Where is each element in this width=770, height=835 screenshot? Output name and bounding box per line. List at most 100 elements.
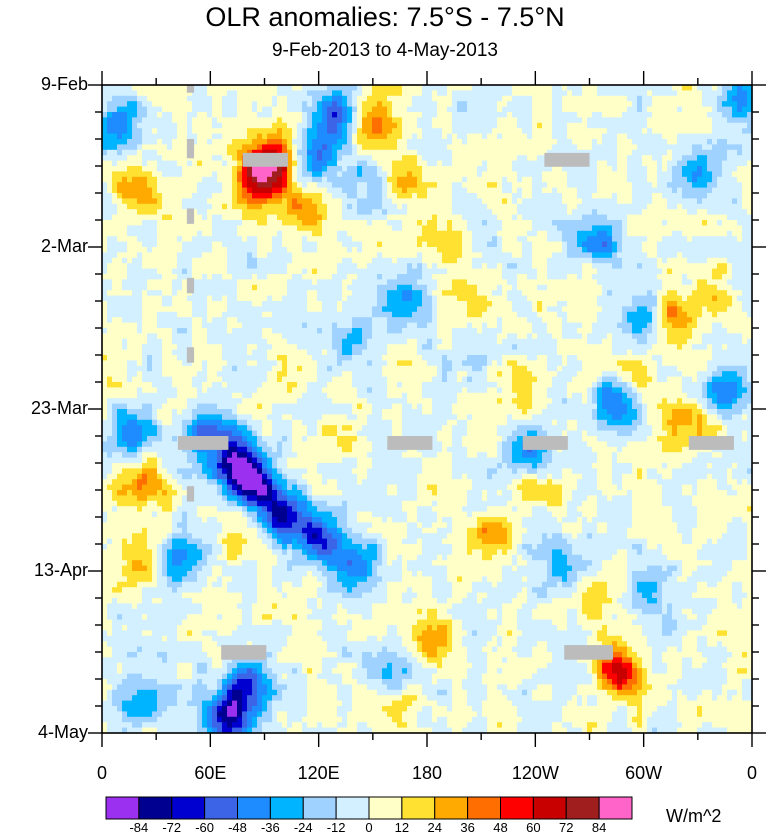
field-cell	[262, 182, 268, 189]
field-cell	[482, 198, 488, 205]
field-cell	[582, 85, 588, 91]
field-cell	[702, 160, 708, 167]
field-cell	[262, 166, 268, 172]
field-cell	[302, 247, 308, 253]
field-cell	[462, 166, 468, 172]
field-cell	[357, 166, 363, 172]
field-cell	[727, 106, 733, 113]
field-cell	[572, 139, 578, 145]
field-cell	[147, 230, 153, 237]
field-cell	[157, 139, 163, 145]
field-cell	[292, 279, 298, 286]
field-cell	[512, 252, 518, 259]
field-cell	[472, 171, 478, 178]
field-cell	[297, 284, 303, 291]
field-cell	[627, 182, 633, 189]
field-cell	[632, 257, 638, 264]
field-cell	[677, 155, 683, 162]
field-cell	[417, 155, 423, 162]
field-cell	[402, 171, 408, 178]
field-cell	[197, 274, 203, 280]
field-cell	[542, 241, 548, 248]
field-cell	[697, 252, 703, 259]
field-cell	[242, 209, 248, 216]
field-cell	[217, 139, 223, 145]
field-cell	[587, 122, 593, 129]
field-cell	[207, 139, 213, 145]
field-cell	[322, 252, 328, 259]
field-cell	[607, 225, 613, 232]
field-cell	[662, 225, 668, 232]
field-cell	[482, 139, 488, 145]
field-cell	[557, 241, 563, 248]
field-cell	[102, 198, 108, 205]
field-cell	[627, 149, 633, 156]
field-cell	[287, 160, 293, 167]
field-cell	[112, 290, 118, 297]
field-cell	[657, 257, 663, 264]
field-cell	[552, 106, 558, 113]
field-cell	[677, 160, 683, 167]
field-cell	[242, 263, 248, 270]
field-cell	[237, 187, 243, 194]
field-cell	[137, 106, 143, 113]
field-cell	[252, 171, 258, 178]
field-cell	[157, 203, 163, 210]
field-cell	[647, 220, 653, 226]
field-cell	[637, 247, 643, 253]
field-cell	[307, 279, 313, 286]
field-cell	[562, 193, 568, 199]
field-cell	[637, 149, 643, 156]
field-cell	[297, 290, 303, 297]
field-cell	[162, 257, 168, 264]
field-cell	[477, 214, 483, 221]
field-cell	[362, 95, 368, 102]
field-cell	[112, 220, 118, 226]
field-cell	[447, 274, 453, 280]
field-cell	[347, 149, 353, 156]
field-cell	[347, 279, 353, 286]
field-cell	[182, 112, 188, 118]
field-cell	[407, 90, 413, 97]
field-cell	[297, 241, 303, 248]
field-cell	[677, 122, 683, 129]
field-cell	[552, 225, 558, 232]
field-cell	[522, 117, 528, 124]
field-cell	[447, 220, 453, 226]
field-cell	[587, 171, 593, 178]
field-cell	[512, 257, 518, 264]
field-cell	[702, 230, 708, 237]
field-cell	[507, 214, 513, 221]
field-cell	[197, 193, 203, 199]
field-cell	[447, 149, 453, 156]
field-cell	[302, 257, 308, 264]
field-cell	[182, 106, 188, 113]
field-cell	[667, 182, 673, 189]
field-cell	[662, 117, 668, 124]
field-cell	[427, 236, 433, 243]
field-cell	[422, 198, 428, 205]
field-cell	[397, 268, 403, 275]
field-cell	[627, 263, 633, 270]
field-cell	[497, 198, 503, 205]
field-cell	[327, 139, 333, 145]
field-cell	[697, 95, 703, 102]
field-cell	[122, 198, 128, 205]
field-cell	[672, 203, 678, 210]
field-cell	[377, 149, 383, 156]
field-cell	[382, 203, 388, 210]
field-cell	[647, 90, 653, 97]
field-cell	[402, 252, 408, 259]
field-cell	[142, 290, 148, 297]
field-cell	[282, 225, 288, 232]
field-cell	[637, 257, 643, 264]
field-cell	[507, 128, 513, 135]
field-cell	[397, 182, 403, 189]
field-cell	[367, 193, 373, 199]
field-cell	[632, 95, 638, 102]
field-cell	[452, 133, 458, 140]
field-cell	[667, 284, 673, 291]
field-cell	[657, 225, 663, 232]
field-cell	[417, 144, 423, 151]
field-cell	[342, 220, 348, 226]
